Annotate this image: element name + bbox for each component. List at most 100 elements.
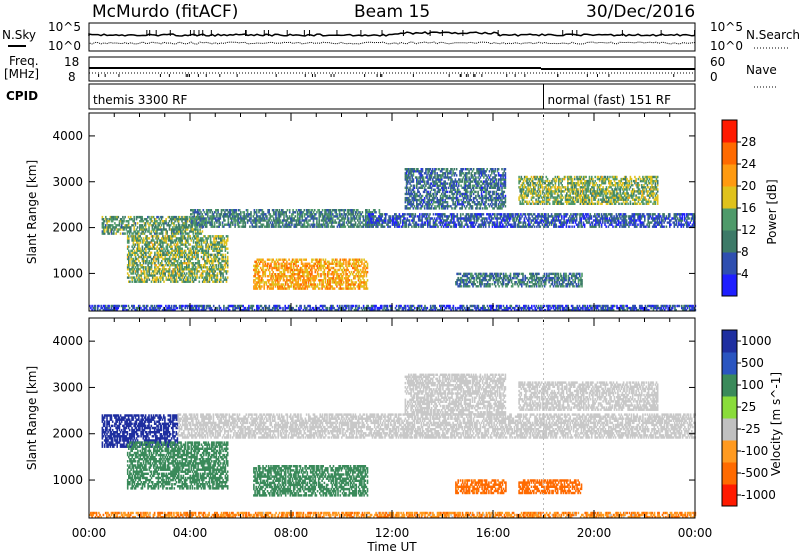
data-cell bbox=[626, 215, 628, 217]
data-cell bbox=[425, 221, 427, 223]
data-cell bbox=[279, 209, 281, 211]
data-cell bbox=[682, 215, 684, 217]
data-cell bbox=[197, 215, 199, 217]
data-cell bbox=[222, 221, 224, 223]
data-cell bbox=[414, 168, 416, 170]
data-cell bbox=[472, 174, 474, 176]
data-cell bbox=[131, 279, 133, 281]
data-cell bbox=[173, 222, 175, 224]
data-cell bbox=[657, 182, 659, 184]
data-cell bbox=[650, 201, 652, 203]
data-cell bbox=[340, 215, 342, 217]
data-cell bbox=[412, 213, 414, 215]
data-cell bbox=[460, 215, 462, 217]
data-cell bbox=[501, 221, 503, 223]
data-cell bbox=[475, 176, 477, 178]
data-cell bbox=[588, 186, 590, 188]
data-cell bbox=[591, 199, 593, 201]
data-cell bbox=[421, 221, 423, 223]
data-cell bbox=[525, 186, 527, 188]
nsky-line bbox=[89, 32, 695, 36]
data-cell bbox=[515, 221, 517, 223]
data-cell bbox=[460, 185, 462, 187]
data-cell bbox=[430, 168, 432, 170]
data-cell bbox=[179, 224, 181, 226]
data-cell bbox=[485, 221, 487, 223]
data-cell bbox=[460, 213, 462, 215]
data-cell bbox=[648, 186, 650, 188]
data-cell bbox=[488, 174, 490, 176]
data-cell bbox=[287, 209, 289, 211]
data-cell bbox=[597, 184, 599, 186]
data-cell bbox=[128, 235, 130, 237]
data-cell bbox=[133, 218, 135, 220]
data-cell bbox=[390, 221, 392, 223]
data-cell bbox=[561, 215, 563, 217]
data-cell bbox=[451, 174, 453, 176]
data-cell bbox=[572, 178, 574, 180]
data-cell bbox=[477, 191, 479, 193]
data-cell bbox=[629, 188, 631, 190]
data-cell bbox=[591, 176, 593, 178]
data-cell bbox=[230, 215, 232, 217]
data-cell bbox=[621, 186, 623, 188]
data-cell bbox=[334, 219, 336, 221]
data-cell bbox=[129, 281, 131, 283]
data-cell bbox=[118, 216, 120, 218]
data-cell bbox=[630, 221, 632, 223]
beam-title: Beam 15 bbox=[354, 2, 430, 22]
data-cell bbox=[458, 199, 460, 201]
data-cell bbox=[178, 232, 180, 234]
data-cell bbox=[397, 221, 399, 223]
data-cell bbox=[362, 221, 364, 223]
nsearch-label: N.Search bbox=[746, 28, 800, 42]
data-cell bbox=[433, 193, 435, 195]
data-cell bbox=[152, 226, 154, 228]
data-cell bbox=[643, 221, 645, 223]
data-cell bbox=[496, 174, 498, 176]
data-cell bbox=[574, 226, 576, 228]
data-cell bbox=[283, 215, 285, 217]
data-cell bbox=[609, 176, 611, 178]
data-cell bbox=[188, 232, 190, 234]
data-cell bbox=[276, 209, 278, 211]
data-cell bbox=[124, 232, 126, 234]
data-cell bbox=[245, 221, 247, 223]
data-cell bbox=[548, 194, 550, 196]
data-cell bbox=[611, 203, 613, 205]
data-cell bbox=[611, 221, 613, 223]
data-cell bbox=[512, 215, 514, 217]
data-cell bbox=[676, 215, 678, 217]
data-cell bbox=[637, 224, 639, 226]
data-cell bbox=[591, 215, 593, 217]
data-cell bbox=[490, 221, 492, 223]
data-cell bbox=[427, 213, 429, 215]
data-cell bbox=[330, 209, 332, 211]
data-cell bbox=[220, 224, 222, 226]
data-cell bbox=[429, 213, 431, 215]
nsky-tick-low: 10^0 bbox=[48, 39, 81, 53]
data-cell bbox=[408, 174, 410, 176]
data-cell bbox=[605, 182, 607, 184]
data-cell bbox=[569, 215, 571, 217]
data-cell bbox=[515, 215, 517, 217]
data-cell bbox=[499, 187, 501, 189]
data-cell bbox=[304, 215, 306, 217]
data-cell bbox=[498, 172, 500, 174]
data-cell bbox=[604, 221, 606, 223]
data-cell bbox=[182, 232, 184, 234]
data-cell bbox=[416, 201, 418, 203]
data-cell bbox=[203, 209, 205, 211]
data-cell bbox=[453, 213, 455, 215]
data-cell bbox=[484, 185, 486, 187]
data-cell bbox=[436, 217, 438, 219]
data-cell bbox=[583, 213, 585, 215]
data-cell bbox=[549, 180, 551, 182]
data-cell bbox=[447, 217, 449, 219]
data-cell bbox=[128, 256, 130, 258]
data-cell bbox=[413, 217, 415, 219]
data-cell bbox=[619, 188, 621, 190]
data-cell bbox=[451, 168, 453, 170]
data-cell bbox=[143, 226, 145, 228]
data-cell bbox=[337, 215, 339, 217]
